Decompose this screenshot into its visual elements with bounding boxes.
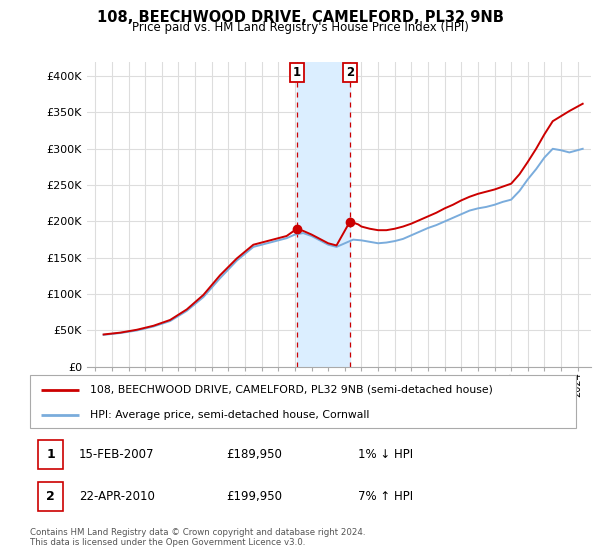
Text: Price paid vs. HM Land Registry's House Price Index (HPI): Price paid vs. HM Land Registry's House … bbox=[131, 21, 469, 34]
Text: £199,950: £199,950 bbox=[227, 490, 283, 503]
Text: 2: 2 bbox=[46, 490, 55, 503]
FancyBboxPatch shape bbox=[30, 375, 576, 428]
Text: 15-FEB-2007: 15-FEB-2007 bbox=[79, 448, 155, 461]
Bar bbox=[297, 62, 350, 367]
Text: 22-APR-2010: 22-APR-2010 bbox=[79, 490, 155, 503]
Text: 7% ↑ HPI: 7% ↑ HPI bbox=[358, 490, 413, 503]
Text: 2: 2 bbox=[346, 66, 354, 79]
Text: 1% ↓ HPI: 1% ↓ HPI bbox=[358, 448, 413, 461]
Text: HPI: Average price, semi-detached house, Cornwall: HPI: Average price, semi-detached house,… bbox=[90, 410, 370, 420]
Text: 1: 1 bbox=[46, 448, 55, 461]
FancyBboxPatch shape bbox=[38, 482, 63, 511]
FancyBboxPatch shape bbox=[38, 440, 63, 469]
Text: Contains HM Land Registry data © Crown copyright and database right 2024.
This d: Contains HM Land Registry data © Crown c… bbox=[30, 528, 365, 547]
Text: 108, BEECHWOOD DRIVE, CAMELFORD, PL32 9NB (semi-detached house): 108, BEECHWOOD DRIVE, CAMELFORD, PL32 9N… bbox=[90, 385, 493, 395]
Text: 1: 1 bbox=[293, 66, 301, 79]
Text: 108, BEECHWOOD DRIVE, CAMELFORD, PL32 9NB: 108, BEECHWOOD DRIVE, CAMELFORD, PL32 9N… bbox=[97, 10, 503, 25]
Text: £189,950: £189,950 bbox=[227, 448, 283, 461]
